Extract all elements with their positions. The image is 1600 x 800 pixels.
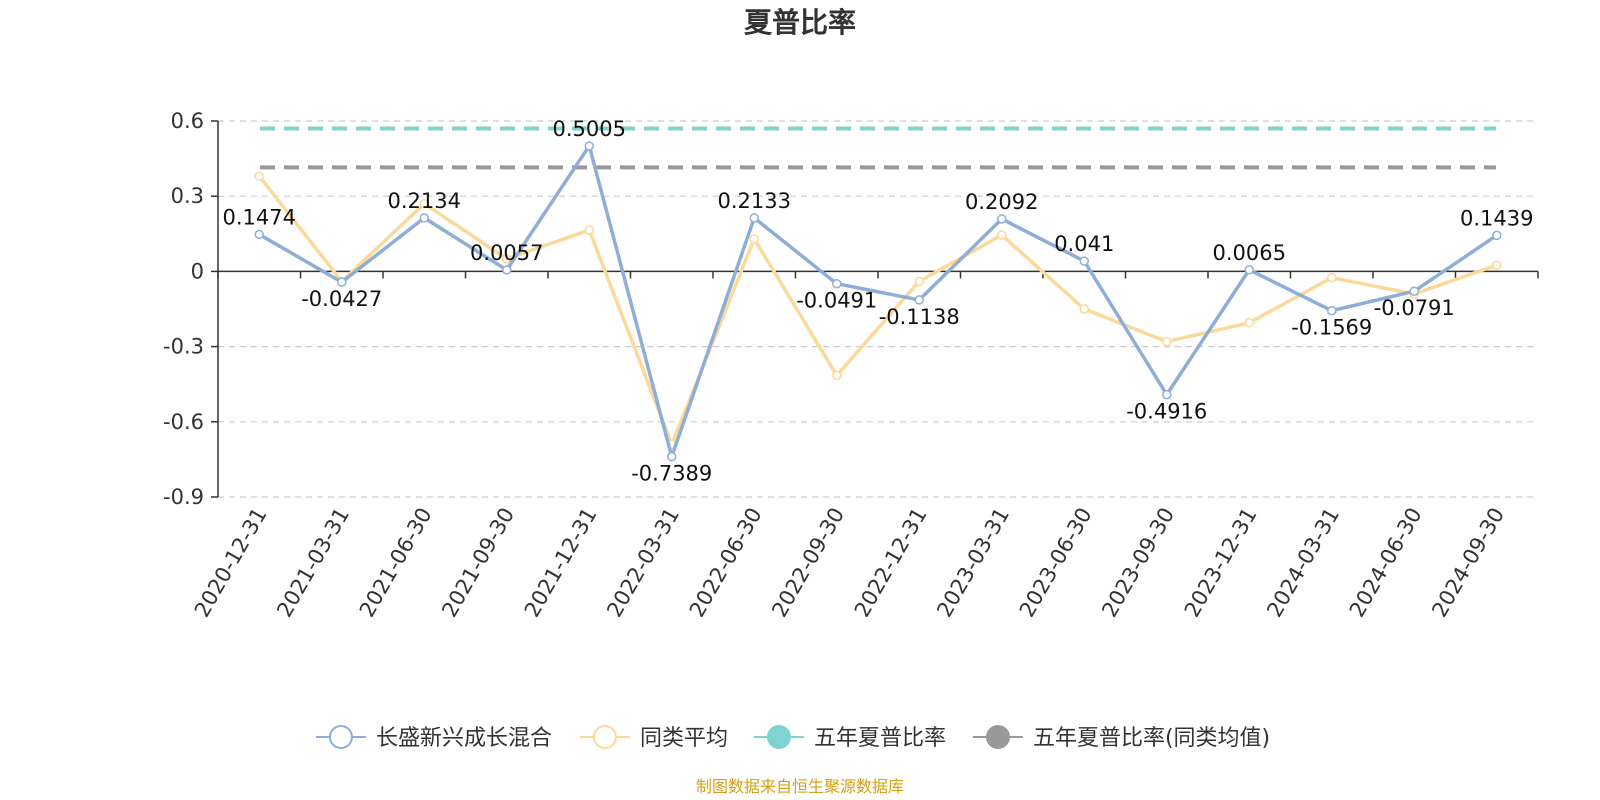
data-label: -0.4916 xyxy=(1126,400,1207,424)
legend-icon-marker xyxy=(592,725,617,749)
data-label: -0.1138 xyxy=(879,305,960,329)
data-point xyxy=(997,230,1007,240)
legend-icon-marker xyxy=(985,725,1010,749)
data-point xyxy=(1327,272,1337,283)
data-label: -0.0427 xyxy=(301,287,382,311)
data-label: 0.1439 xyxy=(1460,206,1533,230)
source-note: 制图数据来自恒生聚源数据库 xyxy=(696,777,904,796)
legend-icon-marker xyxy=(328,725,353,749)
data-label: -0.0791 xyxy=(1374,296,1455,320)
x-tick-label: 2022-06-30 xyxy=(685,504,767,622)
data-point xyxy=(832,370,842,381)
data-point xyxy=(502,265,512,275)
grid-layer xyxy=(218,120,1538,498)
series-line xyxy=(258,144,1498,459)
y-tick-label: -0.9 xyxy=(163,485,204,509)
data-point xyxy=(254,229,264,240)
data-point xyxy=(502,254,512,264)
legend-icon-marker xyxy=(766,725,791,749)
legend-label: 五年夏普比率 xyxy=(814,726,946,751)
y-tick-label: -0.6 xyxy=(163,410,204,434)
legend-label: 长盛新兴成长混合 xyxy=(376,726,552,751)
data-label: 0.0065 xyxy=(1213,241,1286,265)
x-tick-label: 2023-03-31 xyxy=(932,504,1014,622)
data-point xyxy=(1327,305,1337,316)
series-line xyxy=(257,175,1498,447)
data-point xyxy=(1244,318,1254,328)
data-label: 0.1474 xyxy=(223,205,296,229)
data-point xyxy=(584,141,594,151)
data-point xyxy=(1079,304,1089,314)
x-tick-label: 2024-09-30 xyxy=(1427,504,1509,622)
data-label: 0.2092 xyxy=(965,190,1038,214)
data-point xyxy=(337,277,347,287)
data-point xyxy=(254,171,264,181)
data-label: 0.2134 xyxy=(388,189,461,213)
x-tick-label: 2022-09-30 xyxy=(767,504,849,622)
data-point xyxy=(419,198,429,209)
data-point xyxy=(1409,286,1419,296)
data-label: 0.0057 xyxy=(470,241,543,265)
y-tick-label: -0.3 xyxy=(163,335,204,359)
data-point xyxy=(667,451,677,462)
data-point xyxy=(1162,389,1172,400)
x-tick-label: 2024-06-30 xyxy=(1345,504,1427,622)
data-point xyxy=(1162,336,1172,347)
x-tick-label: 2021-03-31 xyxy=(272,504,354,622)
x-tick-label: 2021-06-30 xyxy=(355,504,437,622)
data-point xyxy=(914,295,924,305)
data-label: 0.5005 xyxy=(553,117,626,141)
data-point xyxy=(749,234,759,244)
y-tick-label: 0.3 xyxy=(171,184,204,208)
data-label: 0.2133 xyxy=(718,189,791,213)
y-tick-label: 0.6 xyxy=(171,109,204,133)
legend-label: 五年夏普比率(同类均值) xyxy=(1033,726,1270,751)
data-label: -0.0491 xyxy=(796,289,877,313)
series-layer xyxy=(254,126,1502,462)
x-tick-label: 2023-06-30 xyxy=(1015,504,1097,622)
data-point xyxy=(584,225,594,235)
data-label: -0.7389 xyxy=(631,462,712,486)
data-point xyxy=(1492,230,1502,241)
data-point xyxy=(1492,260,1502,270)
data-point xyxy=(997,214,1007,224)
data-point xyxy=(749,213,759,223)
data-label: -0.1569 xyxy=(1291,316,1372,340)
x-tick-label: 2022-12-31 xyxy=(850,504,932,622)
y-tick-label: 0 xyxy=(191,259,204,283)
legend: 长盛新兴成长混合 同类平均 五年夏普比率 五年夏普比率(同类均值) xyxy=(315,725,1270,751)
x-tick-label: 2023-09-30 xyxy=(1097,504,1179,622)
x-tick-label: 2024-03-31 xyxy=(1262,504,1344,622)
data-point xyxy=(1079,256,1089,266)
data-label: 0.041 xyxy=(1054,232,1114,256)
chart-title: 夏普比率 xyxy=(744,6,856,39)
x-tick-label: 2022-03-31 xyxy=(602,504,684,622)
legend-label: 同类平均 xyxy=(640,726,728,751)
data-point xyxy=(832,278,842,289)
data-point xyxy=(1244,265,1254,275)
data-label-layer: 0.1474 -0.0427 0.2134 0.0057 0.5005 -0.7389 0.… xyxy=(223,117,1534,486)
data-point xyxy=(419,213,429,223)
x-tick-label: 2021-12-31 xyxy=(520,504,602,622)
x-tick-label: 2020-12-31 xyxy=(190,504,272,622)
data-point xyxy=(914,276,924,287)
x-tick-label: 2023-12-31 xyxy=(1180,504,1262,622)
x-tick-label: 2021-09-30 xyxy=(437,504,519,622)
